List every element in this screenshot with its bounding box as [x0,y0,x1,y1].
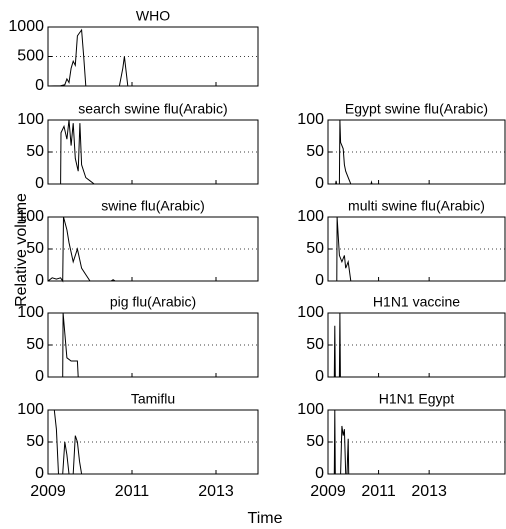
series-line [60,119,95,185]
y-tick-label: 0 [35,175,44,192]
y-tick-label: 0 [35,368,44,385]
y-tick-label: 0 [35,465,44,482]
y-tick-label: 100 [17,304,44,321]
series-line [62,312,79,378]
panel-title: swine flu(Arabic) [101,198,204,214]
series-line [47,216,258,283]
series-line [333,409,350,475]
y-tick-label: 50 [26,433,44,450]
y-tick-label: 0 [35,272,44,289]
y-tick-label: 0 [315,175,324,192]
y-tick-label: 0 [315,368,324,385]
panel-title: WHO [136,8,170,24]
x-tick-label: 2013 [198,483,234,500]
y-tick-label: 50 [306,336,324,353]
y-tick-label: 100 [297,111,324,128]
x-tick-label: 2011 [115,483,150,500]
y-axis-label: Relative volume [13,193,30,307]
y-tick-label: 50 [306,143,324,160]
series-line [336,216,352,282]
panel-title: Egypt swine flu(Arabic) [345,101,488,117]
x-axis-label: Time [248,510,283,527]
y-tick-label: 100 [297,208,324,225]
y-tick-label: 50 [306,433,324,450]
series-line [333,312,341,378]
y-tick-label: 0 [35,77,44,94]
panel-title: Tamiflu [131,391,175,407]
x-tick-label: 2013 [411,483,447,500]
series-line [328,119,505,185]
series-line [48,409,83,475]
y-tick-label: 100 [297,401,324,418]
panel-title: multi swine flu(Arabic) [348,198,485,214]
y-tick-label: 500 [17,48,44,65]
y-tick-label: 0 [315,272,324,289]
panel-title: pig flu(Arabic) [110,294,196,310]
y-tick-label: 1000 [8,18,44,35]
y-tick-label: 50 [26,143,44,160]
y-tick-label: 50 [306,240,324,257]
x-tick-label: 2009 [30,483,66,500]
y-tick-label: 50 [26,240,44,257]
panel-title: H1N1 Egypt [379,391,455,407]
x-tick-label: 2009 [310,483,346,500]
y-tick-label: 100 [297,304,324,321]
y-tick-label: 100 [17,401,44,418]
panel-title: H1N1 vaccine [373,294,460,310]
y-tick-label: 50 [26,336,44,353]
y-tick-label: 100 [17,208,44,225]
y-tick-label: 100 [17,111,44,128]
panel-title: search swine flu(Arabic) [78,101,227,117]
series-line [47,28,258,87]
x-tick-label: 2011 [361,483,396,500]
y-tick-label: 0 [315,465,324,482]
